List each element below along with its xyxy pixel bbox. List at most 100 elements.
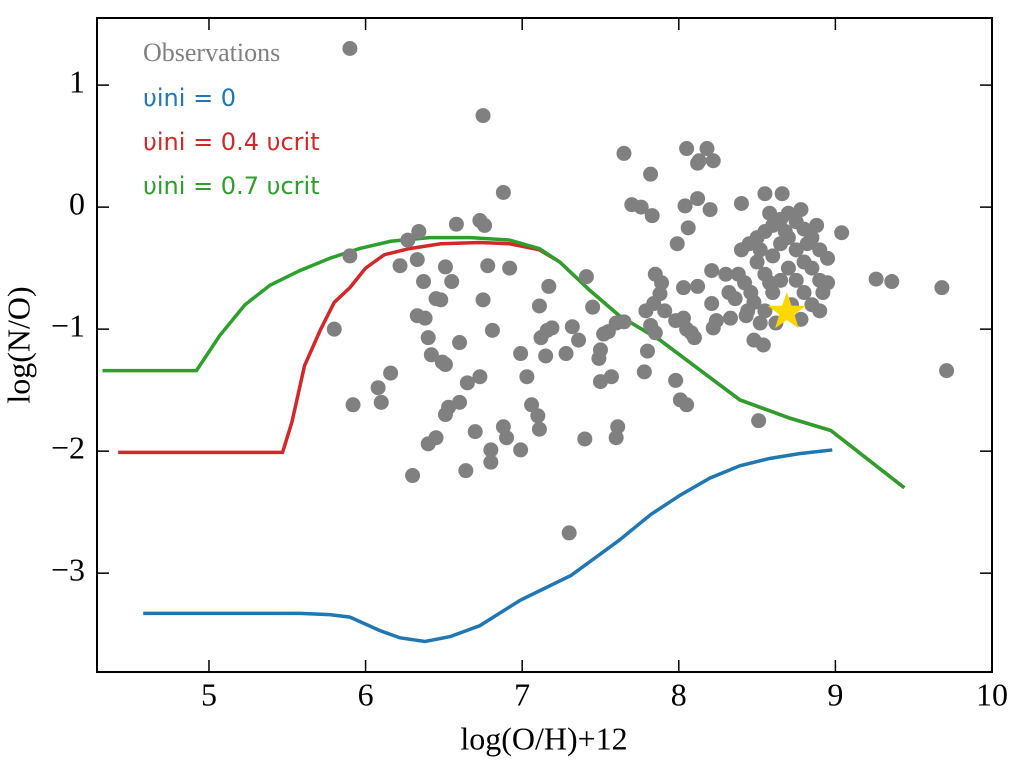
observation-point bbox=[718, 266, 734, 282]
x-tick-label: 8 bbox=[671, 676, 687, 712]
observation-point bbox=[793, 311, 809, 327]
observation-point bbox=[502, 260, 518, 276]
model-line bbox=[102, 235, 906, 490]
observation-point bbox=[513, 346, 529, 362]
observation-point bbox=[820, 250, 836, 266]
observation-point bbox=[633, 199, 649, 215]
observation-point bbox=[423, 347, 439, 363]
observation-point bbox=[647, 325, 663, 341]
observation-point bbox=[751, 413, 767, 429]
observation-point bbox=[459, 375, 475, 391]
observation-point bbox=[561, 525, 577, 541]
legend-entry: υini = 0 bbox=[143, 84, 236, 112]
observation-point bbox=[804, 260, 820, 276]
observation-point bbox=[652, 286, 668, 302]
observation-point bbox=[680, 220, 696, 236]
observation-point bbox=[705, 153, 721, 169]
observation-point bbox=[530, 408, 546, 424]
observation-point bbox=[774, 186, 790, 202]
y-tick-label: 0 bbox=[69, 185, 85, 221]
observation-point bbox=[392, 258, 408, 274]
plot-frame bbox=[96, 17, 993, 673]
y-tick-label: −1 bbox=[51, 307, 85, 343]
observation-point bbox=[690, 191, 706, 207]
observation-point bbox=[793, 202, 809, 218]
observation-point bbox=[420, 330, 436, 346]
observation-point bbox=[437, 357, 453, 373]
observation-point bbox=[558, 346, 574, 362]
observation-point bbox=[326, 321, 342, 337]
observation-point bbox=[643, 166, 659, 182]
observation-point bbox=[704, 263, 720, 279]
observation-point bbox=[690, 278, 706, 294]
observation-point bbox=[483, 454, 499, 470]
observation-point bbox=[733, 195, 749, 211]
observation-point bbox=[531, 298, 547, 314]
observation-point bbox=[610, 419, 626, 435]
observation-point bbox=[796, 285, 812, 301]
observation-point bbox=[538, 348, 554, 364]
observation-point bbox=[452, 394, 468, 410]
observation-point bbox=[416, 274, 432, 290]
x-axis-label: log(O/H)+12 bbox=[460, 720, 627, 756]
observation-point bbox=[780, 260, 796, 276]
observation-point bbox=[472, 369, 488, 385]
observation-point bbox=[475, 108, 491, 124]
observation-point bbox=[409, 252, 425, 268]
observation-point bbox=[541, 278, 557, 294]
y-axis-label: log(N/O) bbox=[0, 286, 36, 403]
observation-point bbox=[544, 320, 560, 336]
observation-point bbox=[939, 363, 955, 379]
observation-point bbox=[483, 442, 499, 458]
observation-point bbox=[499, 430, 515, 446]
observation-point bbox=[475, 292, 491, 308]
observation-point bbox=[690, 155, 706, 171]
y-tick-label: −3 bbox=[51, 552, 85, 588]
observation-point bbox=[477, 217, 493, 233]
observation-point bbox=[571, 332, 587, 348]
observation-point bbox=[644, 208, 660, 224]
legend-entry: Observations bbox=[143, 38, 280, 67]
observation-point bbox=[603, 369, 619, 385]
observation-point bbox=[669, 236, 685, 252]
model-line bbox=[143, 448, 833, 644]
observation-point bbox=[480, 258, 496, 274]
observation-point bbox=[752, 315, 768, 331]
observation-point bbox=[578, 269, 594, 285]
observation-point bbox=[342, 41, 358, 57]
observation-point bbox=[668, 372, 684, 388]
observation-point bbox=[657, 303, 673, 319]
x-tick-label: 10 bbox=[976, 676, 1008, 712]
y-tick-label: −2 bbox=[51, 429, 85, 465]
observation-point bbox=[752, 242, 768, 258]
observation-point bbox=[592, 342, 608, 358]
observation-point bbox=[608, 430, 624, 446]
observation-point bbox=[433, 292, 449, 308]
observation-point bbox=[749, 254, 765, 270]
observation-point bbox=[639, 343, 655, 359]
observation-point bbox=[519, 369, 535, 385]
observation-point bbox=[721, 285, 737, 301]
observation-point bbox=[370, 380, 386, 396]
observation-point bbox=[704, 296, 720, 312]
observation-point bbox=[788, 272, 804, 288]
observation-point bbox=[383, 365, 399, 381]
observation-point bbox=[675, 280, 691, 296]
observation-point bbox=[345, 397, 361, 413]
observation-point bbox=[762, 205, 778, 221]
observation-point bbox=[705, 320, 721, 336]
observation-point bbox=[458, 463, 474, 479]
observation-point bbox=[373, 394, 389, 410]
observation-point bbox=[342, 248, 358, 264]
observation-point bbox=[636, 364, 652, 380]
observation-point bbox=[722, 310, 738, 326]
observation-point bbox=[654, 275, 670, 291]
observation-point bbox=[757, 186, 773, 202]
observation-point bbox=[577, 431, 593, 447]
observation-point bbox=[809, 217, 825, 233]
observation-point bbox=[812, 303, 828, 319]
observation-point bbox=[452, 335, 468, 351]
observation-point bbox=[564, 319, 580, 335]
observation-point bbox=[820, 275, 836, 291]
